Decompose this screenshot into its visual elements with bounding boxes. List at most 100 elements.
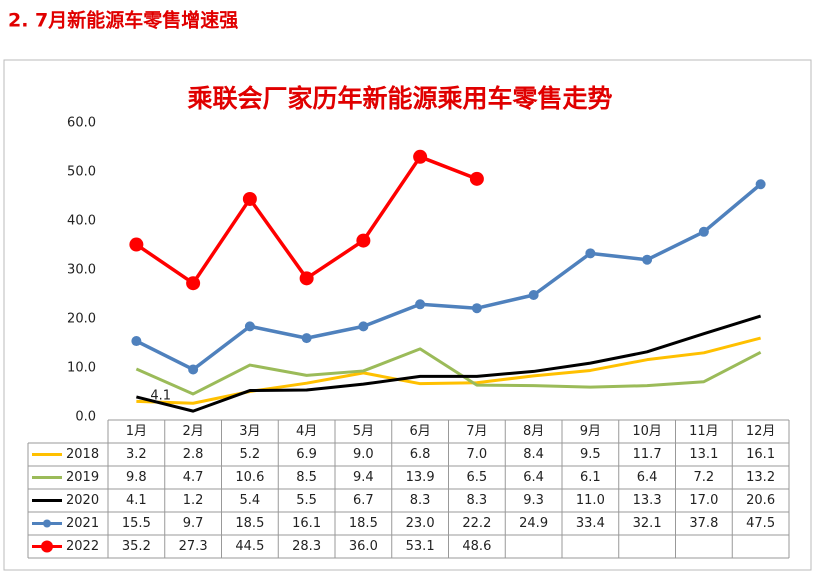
table-value: 9.3 — [523, 493, 544, 508]
point — [528, 289, 539, 300]
series-line — [136, 314, 762, 413]
point — [242, 191, 257, 206]
x-tick-label: 6月 — [409, 424, 430, 439]
legend-label: 2020 — [66, 493, 99, 508]
point — [642, 254, 653, 265]
table-value: 23.0 — [406, 516, 435, 531]
x-tick-label: 1月 — [126, 424, 147, 439]
series-line — [135, 347, 762, 396]
table-value: 33.4 — [576, 516, 605, 531]
point — [129, 237, 144, 252]
table-value: 9.7 — [183, 516, 204, 531]
table-value: 28.3 — [292, 539, 321, 554]
table-value: 5.4 — [240, 493, 261, 508]
table-value: 20.6 — [746, 493, 775, 508]
point — [469, 171, 484, 186]
table-value: 5.5 — [296, 493, 317, 508]
point — [471, 303, 482, 314]
table-value: 37.8 — [689, 516, 718, 531]
table-value: 4.7 — [183, 470, 204, 485]
point — [186, 276, 201, 291]
legend-label: 2019 — [66, 470, 99, 485]
point — [356, 233, 371, 248]
table-value: 18.5 — [349, 516, 378, 531]
table-value: 6.8 — [410, 447, 431, 462]
point — [301, 333, 312, 344]
table-value: 16.1 — [746, 447, 775, 462]
table-value: 13.1 — [689, 447, 718, 462]
table-value: 6.5 — [467, 470, 488, 485]
table-value: 36.0 — [349, 539, 378, 554]
table-value: 6.4 — [637, 470, 658, 485]
table-value: 13.3 — [633, 493, 662, 508]
point — [585, 248, 596, 259]
table-value: 47.5 — [746, 516, 775, 531]
table-value: 5.2 — [240, 447, 261, 462]
point — [188, 364, 199, 375]
table-value: 8.4 — [523, 447, 544, 462]
x-tick-label: 11月 — [689, 424, 719, 439]
x-tick-label: 3月 — [239, 424, 260, 439]
table-value: 32.1 — [633, 516, 662, 531]
x-tick-label: 5月 — [353, 424, 374, 439]
x-tick-label: 12月 — [746, 424, 776, 439]
x-tick-label: 9月 — [580, 424, 601, 439]
table-value: 11.7 — [633, 447, 662, 462]
x-tick-label: 2月 — [182, 424, 203, 439]
table-value: 18.5 — [235, 516, 264, 531]
table-value: 3.2 — [126, 447, 147, 462]
table-value: 6.9 — [296, 447, 317, 462]
y-tick-label: 20.0 — [67, 312, 96, 327]
table-value: 9.0 — [353, 447, 374, 462]
point — [358, 321, 369, 332]
page-header: 2. 7月新能源车零售增速强 — [8, 9, 238, 32]
series-line — [136, 336, 762, 405]
chart-title: 乘联会厂家历年新能源乘用车零售走势 — [187, 84, 612, 113]
y-tick-label: 60.0 — [67, 116, 96, 131]
point — [244, 321, 255, 332]
table-value: 15.5 — [122, 516, 151, 531]
y-tick-label: 30.0 — [67, 263, 96, 278]
table-value: 13.9 — [406, 470, 435, 485]
x-tick-label: 10月 — [632, 424, 662, 439]
table-value: 10.6 — [235, 470, 264, 485]
point — [755, 179, 766, 190]
legend-label: 2018 — [66, 447, 99, 462]
table-value: 2.8 — [183, 447, 204, 462]
y-tick-label: 50.0 — [67, 165, 96, 180]
y-tick-label: 40.0 — [67, 214, 96, 229]
legend-label: 2021 — [66, 516, 99, 531]
legend-marker — [41, 540, 53, 553]
table-value: 9.8 — [126, 470, 147, 485]
y-tick-label: 0.0 — [75, 410, 96, 425]
point — [698, 226, 709, 237]
legend-label: 2022 — [66, 539, 99, 554]
table-value: 24.9 — [519, 516, 548, 531]
data-label: 4.1 — [150, 388, 171, 403]
point — [413, 149, 428, 164]
table-value: 6.1 — [580, 470, 601, 485]
x-tick-label: 4月 — [296, 424, 317, 439]
table-value: 8.3 — [467, 493, 488, 508]
table-value: 35.2 — [122, 539, 151, 554]
table-value: 8.5 — [296, 470, 317, 485]
table-value: 16.1 — [292, 516, 321, 531]
table-value: 7.0 — [467, 447, 488, 462]
table-value: 6.7 — [353, 493, 374, 508]
series-line — [135, 182, 762, 372]
table-value: 6.4 — [523, 470, 544, 485]
table-value: 1.2 — [183, 493, 204, 508]
x-tick-label: 7月 — [466, 424, 487, 439]
table-value: 17.0 — [689, 493, 718, 508]
table-value: 13.2 — [746, 470, 775, 485]
y-tick-label: 10.0 — [67, 361, 96, 376]
table-value: 8.3 — [410, 493, 431, 508]
point — [299, 271, 314, 286]
x-tick-label: 8月 — [523, 424, 544, 439]
legend-marker — [43, 519, 51, 528]
table-value: 4.1 — [126, 493, 147, 508]
table-value: 48.6 — [462, 539, 491, 554]
table-value: 7.2 — [694, 470, 715, 485]
